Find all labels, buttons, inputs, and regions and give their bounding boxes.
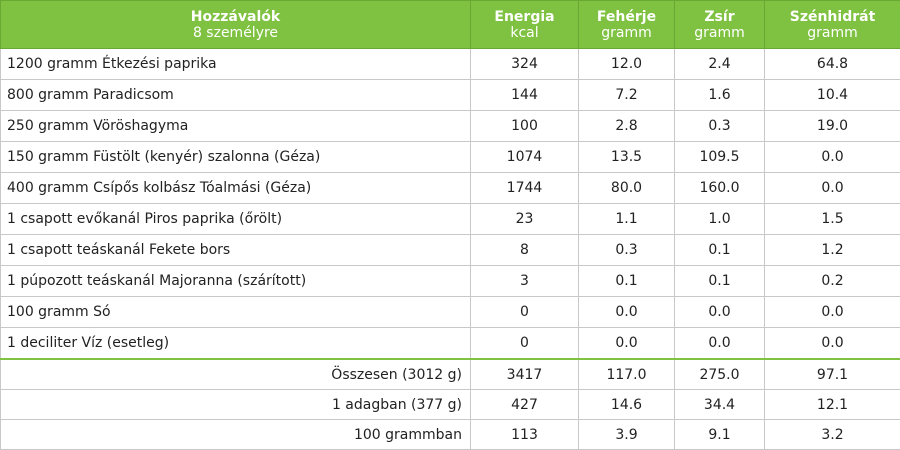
protein-value: 80.0 [579, 173, 675, 204]
table-row: 800 gramm Paradicsom 144 7.2 1.6 10.4 [1, 80, 900, 111]
energy-value: 8 [471, 235, 579, 266]
energy-value: 3 [471, 266, 579, 297]
per-serving-row: 1 adagban (377 g) 427 14.6 34.4 12.1 [1, 390, 900, 420]
energy-value: 23 [471, 204, 579, 235]
fat-value: 0.0 [675, 328, 765, 360]
carbs-value: 1.5 [765, 204, 900, 235]
carbs-value: 12.1 [765, 390, 900, 420]
energy-value: 100 [471, 111, 579, 142]
carbs-value: 0.0 [765, 142, 900, 173]
carbs-value: 3.2 [765, 420, 900, 450]
table-row: 1 csapott teáskanál Fekete bors 8 0.3 0.… [1, 235, 900, 266]
carbs-value: 19.0 [765, 111, 900, 142]
ingredient-name: 250 gramm Vöröshagyma [1, 111, 471, 142]
protein-value: 0.1 [579, 266, 675, 297]
protein-value: 13.5 [579, 142, 675, 173]
fat-value: 0.3 [675, 111, 765, 142]
fat-value: 2.4 [675, 49, 765, 80]
carbs-value: 97.1 [765, 359, 900, 390]
carbs-value: 0.0 [765, 173, 900, 204]
energy-value: 1074 [471, 142, 579, 173]
fat-value: 275.0 [675, 359, 765, 390]
fat-value: 109.5 [675, 142, 765, 173]
table-row: 150 gramm Füstölt (kenyér) szalonna (Géz… [1, 142, 900, 173]
total-row: Összesen (3012 g) 3417 117.0 275.0 97.1 [1, 359, 900, 390]
protein-value: 3.9 [579, 420, 675, 450]
header-energy: Energia kcal [471, 1, 579, 49]
protein-unit: gramm [579, 25, 674, 41]
table-row: 1200 gramm Étkezési paprika 324 12.0 2.4… [1, 49, 900, 80]
total-label: Összesen (3012 g) [1, 359, 471, 390]
fat-unit: gramm [675, 25, 764, 41]
fat-value: 1.6 [675, 80, 765, 111]
fat-value: 0.1 [675, 235, 765, 266]
energy-value: 324 [471, 49, 579, 80]
ingredient-name: 1200 gramm Étkezési paprika [1, 49, 471, 80]
ingredients-label: Hozzávalók [191, 9, 280, 25]
carbs-value: 1.2 [765, 235, 900, 266]
ingredient-name: 1 csapott teáskanál Fekete bors [1, 235, 471, 266]
ingredient-name: 1 púpozott teáskanál Majoranna (szárítot… [1, 266, 471, 297]
fat-value: 1.0 [675, 204, 765, 235]
table-row: 1 púpozott teáskanál Majoranna (szárítot… [1, 266, 900, 297]
energy-value: 0 [471, 328, 579, 360]
energy-unit: kcal [471, 25, 578, 41]
carbs-value: 64.8 [765, 49, 900, 80]
protein-value: 1.1 [579, 204, 675, 235]
carbs-label: Szénhidrát [790, 9, 876, 25]
header-fat: Zsír gramm [675, 1, 765, 49]
table-row: 1 csapott evőkanál Piros paprika (őrölt)… [1, 204, 900, 235]
ingredient-name: 800 gramm Paradicsom [1, 80, 471, 111]
ingredient-name: 1 deciliter Víz (esetleg) [1, 328, 471, 360]
protein-value: 12.0 [579, 49, 675, 80]
protein-value: 14.6 [579, 390, 675, 420]
fat-value: 34.4 [675, 390, 765, 420]
fat-value: 0.1 [675, 266, 765, 297]
protein-value: 0.3 [579, 235, 675, 266]
carbs-unit: gramm [765, 25, 900, 41]
carbs-value: 0.0 [765, 328, 900, 360]
fat-value: 9.1 [675, 420, 765, 450]
protein-value: 7.2 [579, 80, 675, 111]
protein-value: 0.0 [579, 297, 675, 328]
table-row: 250 gramm Vöröshagyma 100 2.8 0.3 19.0 [1, 111, 900, 142]
carbs-value: 0.2 [765, 266, 900, 297]
servings-label: 8 személyre [1, 25, 470, 41]
table-body: 1200 gramm Étkezési paprika 324 12.0 2.4… [1, 49, 900, 450]
fat-value: 0.0 [675, 297, 765, 328]
table-row: 1 deciliter Víz (esetleg) 0 0.0 0.0 0.0 [1, 328, 900, 360]
energy-value: 427 [471, 390, 579, 420]
ingredient-name: 100 gramm Só [1, 297, 471, 328]
per-100g-row: 100 grammban 113 3.9 9.1 3.2 [1, 420, 900, 450]
header-ingredients: Hozzávalók 8 személyre [1, 1, 471, 49]
header-carbs: Szénhidrát gramm [765, 1, 900, 49]
fat-value: 160.0 [675, 173, 765, 204]
table-header: Hozzávalók 8 személyre Energia kcal Fehé… [1, 1, 900, 49]
carbs-value: 0.0 [765, 297, 900, 328]
carbs-value: 10.4 [765, 80, 900, 111]
energy-value: 144 [471, 80, 579, 111]
header-protein: Fehérje gramm [579, 1, 675, 49]
energy-value: 1744 [471, 173, 579, 204]
energy-label: Energia [494, 9, 554, 25]
protein-value: 2.8 [579, 111, 675, 142]
ingredient-name: 1 csapott evőkanál Piros paprika (őrölt) [1, 204, 471, 235]
total-label: 100 grammban [1, 420, 471, 450]
protein-label: Fehérje [597, 9, 656, 25]
table-row: 100 gramm Só 0 0.0 0.0 0.0 [1, 297, 900, 328]
energy-value: 0 [471, 297, 579, 328]
protein-value: 0.0 [579, 328, 675, 360]
energy-value: 3417 [471, 359, 579, 390]
fat-label: Zsír [704, 9, 734, 25]
ingredient-name: 400 gramm Csípős kolbász Tóalmási (Géza) [1, 173, 471, 204]
table-row: 400 gramm Csípős kolbász Tóalmási (Géza)… [1, 173, 900, 204]
protein-value: 117.0 [579, 359, 675, 390]
total-label: 1 adagban (377 g) [1, 390, 471, 420]
energy-value: 113 [471, 420, 579, 450]
ingredient-name: 150 gramm Füstölt (kenyér) szalonna (Géz… [1, 142, 471, 173]
